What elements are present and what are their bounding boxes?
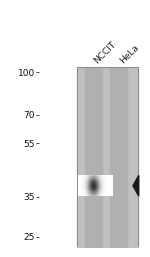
Polygon shape (133, 175, 139, 196)
Bar (77, 67, 138, 247)
Text: HeLa: HeLa (118, 43, 140, 66)
Text: NCCIT: NCCIT (93, 40, 118, 66)
